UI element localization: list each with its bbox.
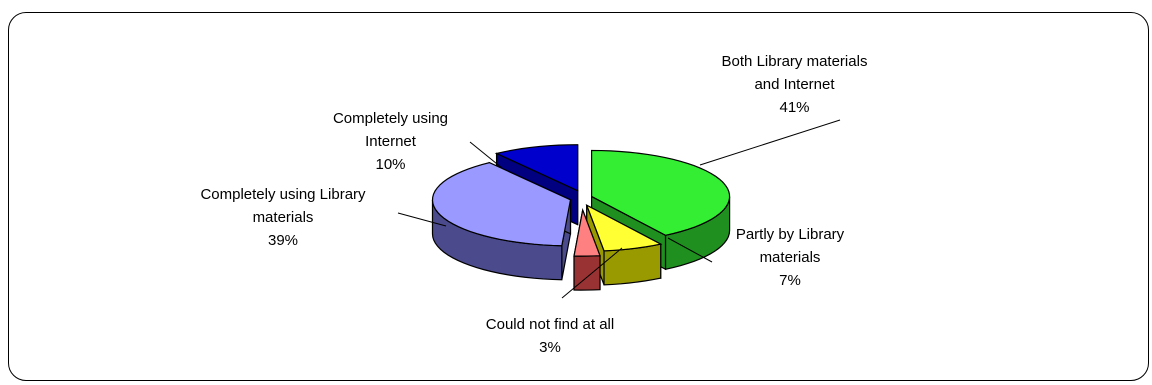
pie-slice: [431, 161, 572, 281]
pie-slice-top: [573, 207, 601, 257]
slice-label-completely-library: Completely using Library materials 39%: [200, 186, 366, 249]
leader-line: [469, 141, 503, 169]
leader-line: [699, 119, 841, 166]
slice-label-completely-internet: Completely using Internet 10%: [332, 110, 449, 173]
pie-slice: [585, 203, 663, 286]
pie-slice-top: [494, 144, 579, 192]
slice-label-not-found: Could not find at all 3%: [485, 316, 615, 356]
leader-line: [397, 212, 447, 227]
chart-frame: [8, 12, 1149, 381]
leader-line: [667, 237, 713, 263]
pie-slice-top: [585, 203, 663, 252]
pie-slice: [573, 207, 601, 291]
slice-label-partly-library: Partly by Library materials 7%: [735, 226, 845, 289]
pie-slice-top: [590, 149, 731, 236]
pie-slice-top: [431, 161, 572, 247]
leader-line: [561, 247, 623, 299]
slice-label-both: Both Library materials and Internet 41%: [721, 53, 868, 116]
